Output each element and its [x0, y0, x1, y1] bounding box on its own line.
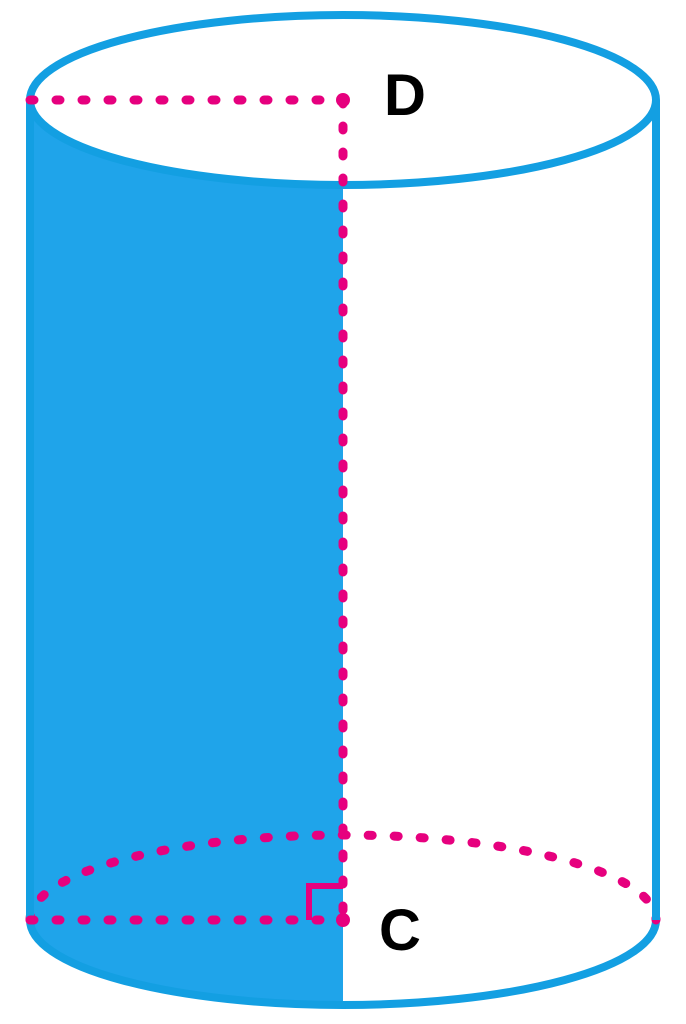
- cylinder-left-half-fill: [30, 100, 343, 1005]
- point-c-dot: [336, 913, 350, 927]
- point-d-dot: [336, 93, 350, 107]
- cylinder-diagram: D C: [0, 0, 686, 1024]
- label-d: D: [384, 63, 426, 128]
- label-c: C: [379, 898, 421, 963]
